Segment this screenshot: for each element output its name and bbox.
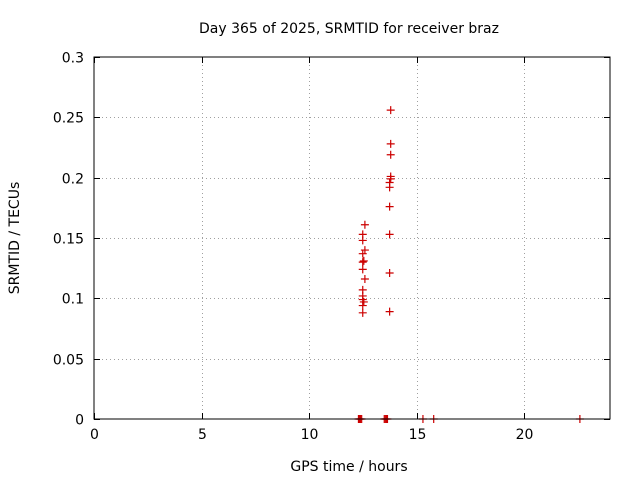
data-point <box>386 172 395 181</box>
data-point <box>385 202 394 211</box>
data-point <box>386 150 395 159</box>
data-point <box>385 178 394 187</box>
data-point <box>386 106 395 115</box>
data-point <box>358 285 367 294</box>
data-point <box>358 265 367 274</box>
y-tick-label: 0.05 <box>53 353 84 369</box>
y-tick-label: 0.25 <box>53 111 84 127</box>
y-tick-label: 0.1 <box>62 292 84 308</box>
data-point <box>385 268 394 277</box>
x-tick-label: 0 <box>90 427 99 443</box>
x-tick-label: 5 <box>198 427 207 443</box>
data-point <box>358 258 367 267</box>
data-point <box>358 230 367 239</box>
data-point <box>359 256 368 265</box>
data-point <box>386 139 395 148</box>
y-tick-label: 0.15 <box>53 232 84 248</box>
data-point <box>360 220 369 229</box>
data-point <box>359 297 368 306</box>
data-points <box>354 106 584 423</box>
data-point <box>385 230 394 239</box>
x-tick-label: 20 <box>516 427 534 443</box>
x-tick-label: 10 <box>301 427 319 443</box>
data-point <box>360 275 369 284</box>
plot-frame <box>93 56 611 420</box>
grid <box>94 57 610 419</box>
x-tick-label: 15 <box>409 427 427 443</box>
data-point <box>360 246 369 255</box>
chart-title: Day 365 of 2025, SRMTID for receiver bra… <box>199 21 499 37</box>
y-tick-label: 0.3 <box>62 51 84 67</box>
axis-ticks: 0 0.05 0.1 0.15 0.2 0.25 0.3 0 5 10 15 20 <box>53 51 610 443</box>
y-tick-label: 0.2 <box>62 172 84 188</box>
data-point <box>385 307 394 316</box>
x-axis-label: GPS time / hours <box>290 459 407 475</box>
y-tick-label: 0 <box>75 413 84 429</box>
y-axis-label: SRMTID / TECUs <box>7 182 23 295</box>
data-point <box>358 308 367 317</box>
data-point <box>358 249 367 258</box>
